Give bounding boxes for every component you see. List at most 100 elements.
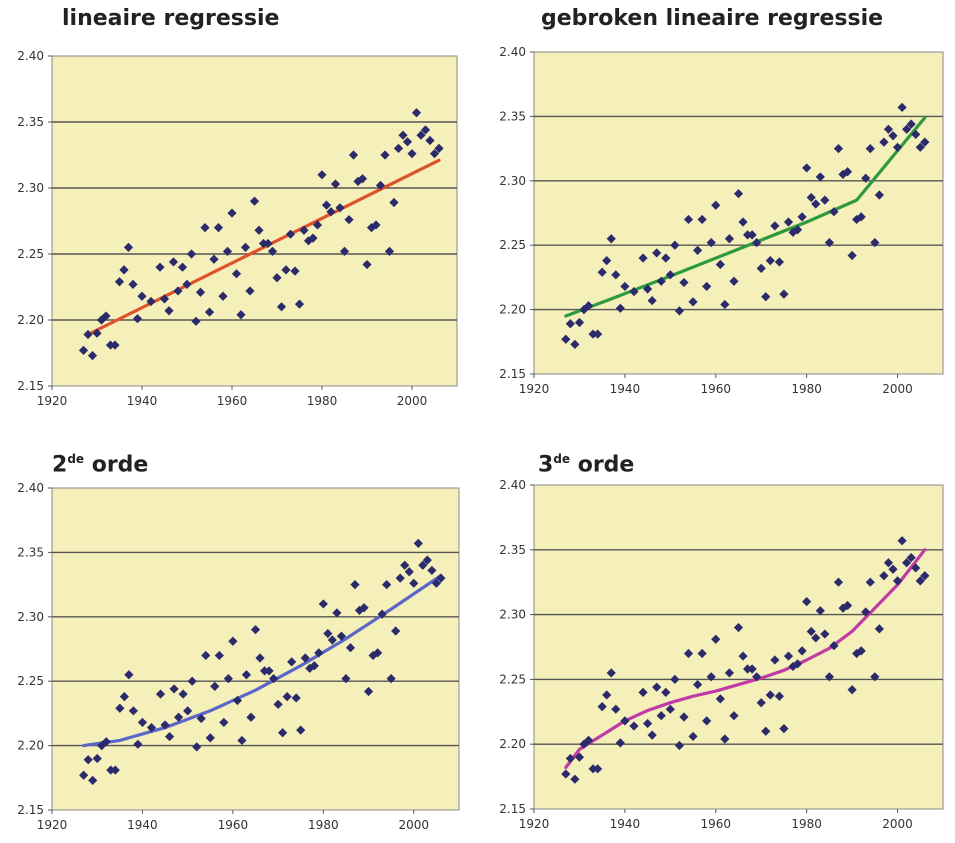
data-point (128, 279, 138, 289)
data-point (249, 196, 260, 206)
data-point (296, 725, 306, 735)
data-point (312, 220, 323, 230)
x-tick-label: 1940 (127, 818, 158, 832)
data-point (420, 125, 431, 135)
data-point (205, 733, 215, 743)
data-point (706, 238, 716, 248)
data-point (792, 659, 803, 669)
chart-panel-linear: lineaire regressie 2.15 2.20 2.25 2.30 2.35 2… (0, 0, 477, 420)
data-point (402, 137, 413, 147)
data-point (806, 192, 816, 203)
data-point (906, 119, 916, 129)
data-point (797, 212, 807, 222)
plot-area (533, 484, 944, 810)
data-point (833, 144, 844, 154)
x-tick-label: 1980 (791, 382, 822, 396)
data-point (702, 716, 712, 726)
data-point (425, 135, 435, 146)
x-tick-label: 1960 (701, 382, 732, 396)
data-point (779, 289, 789, 299)
data-point (155, 262, 165, 272)
data-point (615, 738, 625, 748)
x-tick-label: 1980 (791, 817, 822, 831)
data-point (128, 706, 138, 716)
data-point (847, 685, 857, 695)
data-point (829, 641, 839, 651)
data-point (373, 648, 383, 658)
data-point (906, 552, 916, 563)
chart-title: 3de orde (538, 452, 635, 478)
data-point (250, 625, 261, 635)
data-point (852, 648, 862, 659)
data-point (254, 225, 264, 235)
data-point (770, 655, 780, 665)
data-point (305, 663, 315, 673)
data-point (774, 257, 784, 267)
data-point (665, 270, 675, 280)
x-tick-label: 1920 (37, 394, 68, 408)
data-point (285, 229, 296, 239)
data-point (679, 712, 689, 722)
y-tick-label: 2.35 (499, 543, 526, 557)
data-point (765, 690, 775, 700)
data-point (602, 256, 612, 266)
data-point (431, 578, 441, 588)
data-point (693, 679, 703, 690)
data-point (738, 217, 748, 227)
x-tick-label: 2000 (397, 394, 428, 408)
data-point (209, 254, 219, 264)
x-tick-label: 1920 (519, 382, 550, 396)
data-point (114, 277, 125, 287)
data-point (774, 691, 784, 701)
data-point (327, 635, 337, 645)
data-point (155, 689, 166, 699)
data-point (802, 163, 812, 173)
data-point (232, 695, 243, 706)
data-point (398, 130, 408, 140)
data-point (606, 234, 616, 244)
data-point (336, 631, 347, 641)
plot-area (51, 487, 460, 811)
chart-title: gebroken lineaire regressie (541, 6, 884, 31)
data-point (824, 238, 834, 248)
data-point (115, 703, 125, 713)
data-point (897, 102, 907, 112)
data-point (357, 174, 368, 184)
data-point (332, 608, 342, 618)
data-point (272, 273, 282, 283)
data-point (393, 143, 404, 153)
x-tick-label: 1960 (701, 817, 732, 831)
data-point (321, 200, 332, 210)
data-point (335, 203, 345, 213)
x-tick-label: 1980 (307, 394, 338, 408)
data-point (683, 214, 694, 225)
data-point (579, 305, 589, 315)
x-tick-label: 1940 (610, 382, 641, 396)
data-point (852, 214, 862, 225)
data-point (290, 266, 300, 276)
data-point (146, 296, 156, 307)
data-point (756, 698, 766, 708)
data-point (915, 142, 925, 152)
plot-area (533, 51, 944, 375)
data-point (892, 576, 903, 586)
data-point (434, 143, 444, 153)
data-point (856, 212, 866, 222)
data-point (670, 674, 680, 684)
data-point (779, 724, 789, 734)
data-point (330, 179, 341, 189)
data-point (164, 731, 175, 742)
y-tick-label: 2.20 (499, 737, 526, 751)
y-tick-label: 2.15 (17, 803, 44, 817)
fit-line (564, 548, 927, 770)
data-point (400, 560, 410, 570)
data-point (811, 633, 821, 643)
data-point (389, 197, 399, 208)
data-point (218, 291, 228, 301)
y-tick-label: 2.30 (17, 181, 44, 195)
chart-second-order: 2.15 2.20 2.25 2.30 2.35 2.40 1920 1940 1960 1980… (17, 481, 460, 832)
data-point (870, 238, 880, 248)
y-tick-label: 2.25 (499, 672, 526, 686)
data-point (797, 646, 807, 656)
data-point (593, 764, 603, 774)
